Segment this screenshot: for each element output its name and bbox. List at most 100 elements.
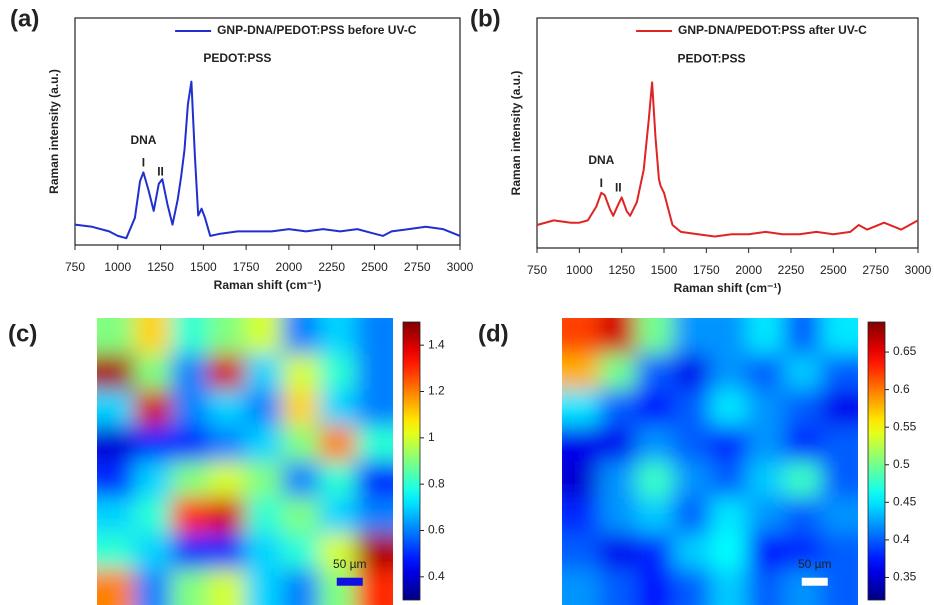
- map-cell: [747, 533, 785, 571]
- map-cell: [208, 425, 246, 463]
- map-cell: [134, 569, 172, 605]
- annotation: DNA: [130, 133, 156, 147]
- map-cell: [673, 425, 711, 463]
- x-axis-label: Raman shift (cm⁻¹): [674, 281, 782, 295]
- map-cell: [208, 318, 246, 355]
- map-cell: [282, 425, 320, 463]
- x-tick-label: 1250: [147, 260, 174, 274]
- map-cell: [245, 461, 283, 499]
- map-cell: [784, 461, 822, 499]
- colorbar-tick-label: 0.65: [893, 344, 917, 358]
- x-axis-label: Raman shift (cm⁻¹): [214, 278, 322, 292]
- map-cell: [747, 318, 785, 355]
- spectrum-line: [536, 81, 919, 238]
- x-tick-label: 3000: [447, 260, 474, 274]
- map-cell: [747, 389, 785, 427]
- map-cell: [673, 569, 711, 605]
- scale-bar-label: 50 µm: [798, 557, 832, 571]
- map-cell: [245, 497, 283, 535]
- x-tick-label: 2750: [404, 260, 431, 274]
- colorbar-tick-label: 0.5: [893, 457, 910, 471]
- map-cell: [319, 318, 357, 355]
- map-cell: [97, 461, 135, 499]
- colorbar-tick-label: 0.6: [893, 382, 910, 396]
- map-cell: [562, 318, 600, 355]
- map-area: [97, 318, 393, 605]
- map-cell: [747, 461, 785, 499]
- map-cell: [245, 318, 283, 355]
- map-cell: [97, 425, 135, 463]
- x-tick-label: 1750: [233, 260, 260, 274]
- map-area: [562, 318, 858, 605]
- map-cell: [710, 497, 748, 535]
- map-cell: [356, 533, 393, 571]
- map-cell: [134, 318, 172, 355]
- map-cell: [282, 569, 320, 605]
- x-tick-label: 750: [65, 260, 85, 274]
- map-cell: [319, 461, 357, 499]
- map-cell: [134, 461, 172, 499]
- x-tick-label: 3000: [905, 263, 932, 277]
- map-cell: [710, 353, 748, 391]
- map-cell: [599, 497, 637, 535]
- map-cell: [599, 389, 637, 427]
- x-tick-label: 2000: [276, 260, 303, 274]
- legend-label: GNP-DNA/PEDOT:PSS before UV-C: [217, 23, 417, 37]
- map-cell: [282, 353, 320, 391]
- map-cell: [171, 533, 209, 571]
- scale-bar-label: 50 µm: [333, 557, 367, 571]
- map-cell: [356, 569, 393, 605]
- map-cell: [245, 389, 283, 427]
- map-cell: [599, 461, 637, 499]
- map-cell: [134, 425, 172, 463]
- annotation: I: [600, 176, 603, 190]
- colorbar: [402, 321, 421, 601]
- plot-frame: [536, 17, 919, 249]
- map-cell: [599, 353, 637, 391]
- map-cells: [97, 318, 393, 605]
- map-cell: [171, 497, 209, 535]
- colorbar-tick-label: 0.45: [893, 494, 917, 508]
- map-cell: [710, 461, 748, 499]
- map-cell: [710, 569, 748, 605]
- map-cell: [245, 533, 283, 571]
- map-cell: [784, 353, 822, 391]
- map-cell: [747, 569, 785, 605]
- x-tick-label: 1250: [608, 263, 635, 277]
- map-cell: [821, 569, 858, 605]
- x-tick-label: 2750: [862, 263, 889, 277]
- colorbar-tick-label: 0.35: [893, 570, 917, 584]
- map-cell: [747, 497, 785, 535]
- map-cell: [599, 318, 637, 355]
- map-cell: [821, 497, 858, 535]
- panel-label: (c): [8, 320, 37, 347]
- colorbar-tick-label: 1.4: [428, 337, 445, 351]
- map-cell: [171, 461, 209, 499]
- colorbar-tick-label: 1: [428, 430, 435, 444]
- map-cell: [562, 461, 600, 499]
- y-axis-label: Raman intensity (a.u.): [509, 71, 523, 196]
- map-cell: [784, 569, 822, 605]
- colorbar-tick-label: 0.55: [893, 419, 917, 433]
- map-cell: [97, 389, 135, 427]
- map-cell: [97, 353, 135, 391]
- map-cell: [784, 497, 822, 535]
- map-cell: [562, 353, 600, 391]
- annotation: II: [157, 165, 164, 179]
- x-tick-label: 1500: [190, 260, 217, 274]
- map-cell: [636, 425, 674, 463]
- map-cell: [673, 389, 711, 427]
- map-cell: [208, 461, 246, 499]
- panel-label: (d): [478, 320, 509, 347]
- plot-frame: [74, 17, 461, 246]
- map-cell: [356, 497, 393, 535]
- map-cell: [356, 353, 393, 391]
- map-cell: [821, 389, 858, 427]
- map-cell: [171, 569, 209, 605]
- map-cell: [134, 389, 172, 427]
- x-tick-label: 1750: [693, 263, 720, 277]
- map-cell: [821, 318, 858, 355]
- map-cell: [356, 389, 393, 427]
- map-cell: [747, 425, 785, 463]
